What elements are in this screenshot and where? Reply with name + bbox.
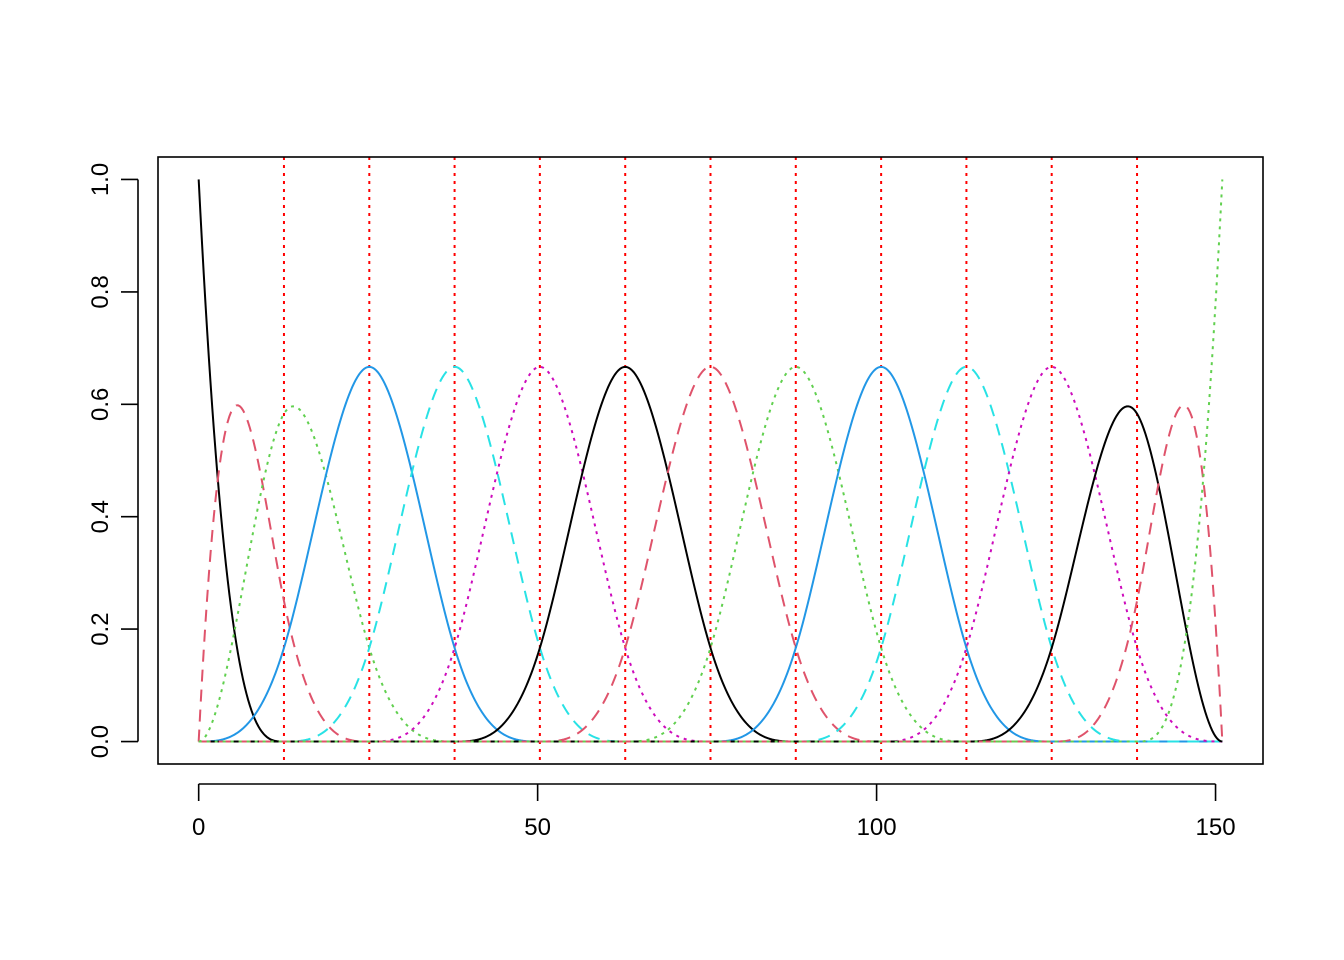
plot-frame <box>157 156 1264 765</box>
x-tick-label: 100 <box>857 814 897 841</box>
x-axis: 0 50 100 150 <box>192 783 1236 841</box>
y-tick-label: 0.0 <box>87 725 114 758</box>
y-tick-label: 0.6 <box>87 388 114 421</box>
x-tick-label: 0 <box>192 814 205 841</box>
knot-lines <box>282 157 1139 764</box>
y-tick-label: 0.8 <box>87 275 114 308</box>
x-tick-label: 150 <box>1196 814 1236 841</box>
y-tick-label: 1.0 <box>87 163 114 196</box>
series-lines <box>197 179 1224 743</box>
y-axis: 0.0 0.2 0.4 0.6 0.8 1.0 <box>87 163 139 758</box>
basis-line-15 <box>198 179 1224 743</box>
y-tick-label: 0.4 <box>87 500 114 533</box>
x-tick-label: 50 <box>524 814 551 841</box>
y-tick-label: 0.2 <box>87 612 114 645</box>
